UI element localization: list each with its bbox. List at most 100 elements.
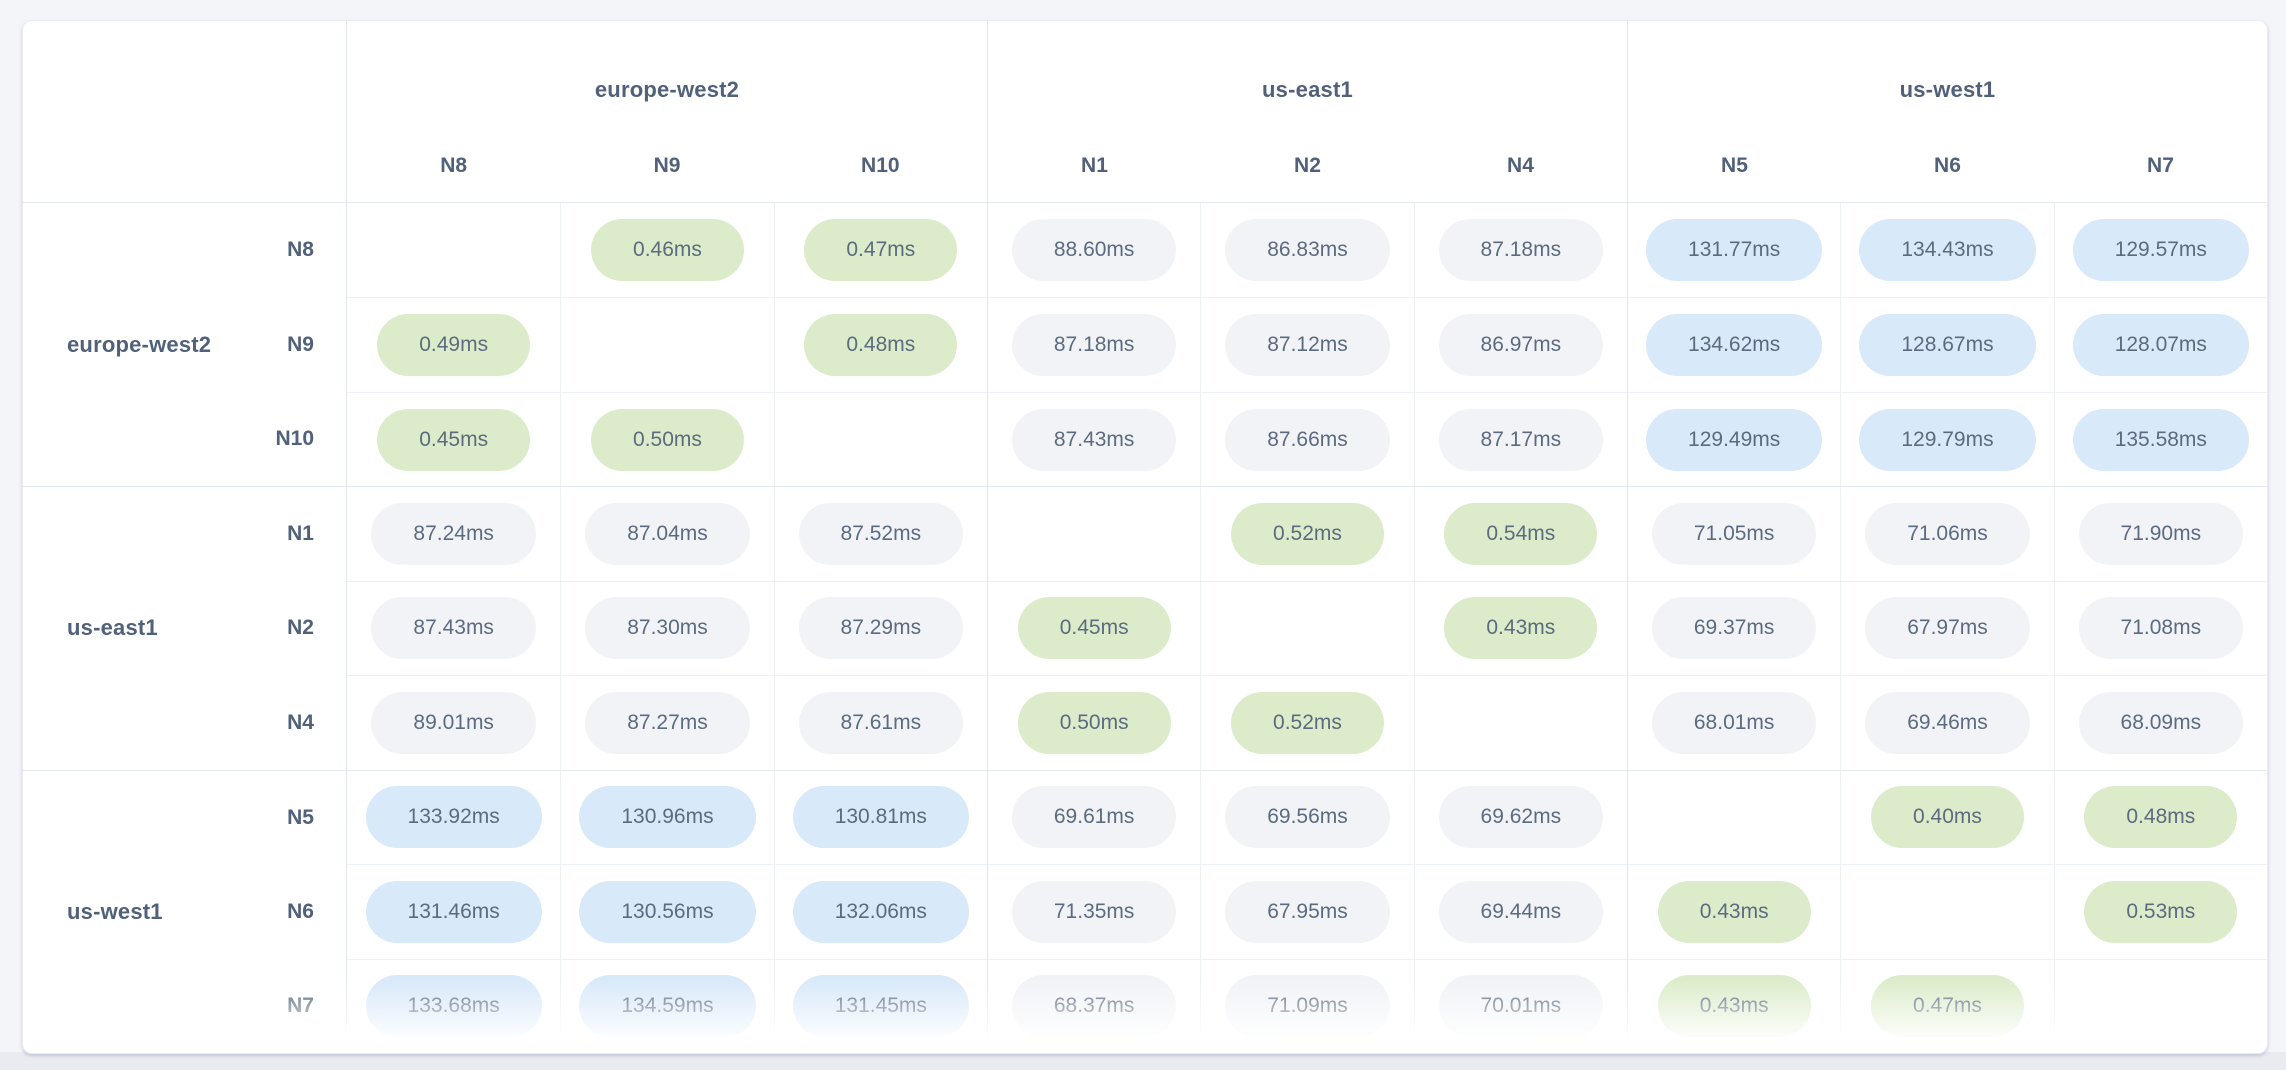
latency-pill[interactable]: 71.90ms (2078, 503, 2244, 566)
matrix-cell: 134.59ms (560, 958, 774, 1053)
latency-pill[interactable]: 71.05ms (1651, 503, 1817, 566)
latency-pill[interactable]: 69.46ms (1865, 691, 2030, 754)
latency-pill[interactable]: 87.24ms (371, 503, 536, 566)
latency-pill[interactable]: 0.43ms (1657, 880, 1811, 943)
matrix-cell: 68.37ms (986, 958, 1201, 1053)
latency-pill[interactable]: 87.12ms (1225, 314, 1390, 377)
latency-pill[interactable]: 0.49ms (377, 314, 531, 377)
latency-pill[interactable]: 0.47ms (804, 219, 958, 282)
latency-pill[interactable]: 135.58ms (2072, 408, 2249, 471)
latency-pill[interactable]: 0.52ms (1231, 503, 1384, 566)
latency-pill[interactable]: 134.43ms (1859, 219, 2036, 282)
latency-pill[interactable]: 133.92ms (365, 786, 542, 849)
latency-pill[interactable]: 0.43ms (1444, 597, 1598, 660)
latency-pill[interactable]: 69.37ms (1651, 597, 1817, 660)
latency-pill[interactable]: 134.62ms (1646, 314, 1823, 377)
latency-pill[interactable]: 87.30ms (585, 597, 750, 660)
latency-pill[interactable]: 71.35ms (1011, 880, 1177, 943)
column-header-node: N5 (1721, 154, 1748, 177)
latency-pill[interactable]: 87.18ms (1011, 314, 1177, 377)
matrix-cell: 87.12ms (1200, 297, 1414, 392)
latency-pill[interactable]: 0.45ms (1017, 597, 1171, 660)
latency-pill[interactable]: 0.53ms (2084, 880, 2238, 943)
latency-pill[interactable]: 87.29ms (798, 597, 964, 660)
latency-pill[interactable]: 134.59ms (579, 975, 756, 1038)
matrix-cell: 0.52ms (1200, 675, 1414, 770)
latency-pill[interactable]: 128.67ms (1859, 314, 2036, 377)
row-header-node: N1 (287, 522, 314, 546)
matrix-cell (1413, 675, 1627, 770)
latency-pill[interactable]: 0.48ms (804, 314, 958, 377)
latency-pill[interactable]: 88.60ms (1011, 219, 1177, 282)
latency-pill[interactable]: 130.96ms (579, 786, 756, 849)
matrix-cell: 132.06ms (773, 864, 987, 959)
matrix-cell: 87.43ms (986, 391, 1201, 487)
latency-pill[interactable]: 69.56ms (1225, 786, 1390, 849)
latency-pill[interactable]: 129.57ms (2072, 219, 2249, 282)
matrix-cell: 130.96ms (560, 769, 774, 865)
latency-pill[interactable]: 87.61ms (798, 691, 964, 754)
latency-pill[interactable]: 87.43ms (371, 597, 536, 660)
latency-pill[interactable]: 87.27ms (585, 691, 750, 754)
latency-pill[interactable]: 133.68ms (365, 975, 542, 1038)
matrix-cell: 68.01ms (1626, 675, 1841, 770)
latency-pill[interactable]: 0.46ms (591, 219, 744, 282)
matrix-cell: 0.49ms (347, 297, 561, 391)
latency-pill[interactable]: 131.77ms (1646, 219, 1823, 282)
latency-pill[interactable]: 128.07ms (2072, 314, 2249, 377)
matrix-cell: 88.60ms (986, 203, 1200, 298)
matrix-cell: 133.92ms (347, 769, 561, 864)
latency-pill[interactable]: 67.95ms (1225, 880, 1390, 943)
latency-pill[interactable]: 69.61ms (1011, 786, 1177, 849)
latency-pill[interactable]: 129.49ms (1646, 408, 1823, 471)
latency-pill[interactable]: 89.01ms (371, 691, 536, 754)
matrix-cell: 131.77ms (1626, 203, 1840, 298)
latency-pill[interactable]: 71.06ms (1865, 503, 2030, 566)
matrix-cell: 87.18ms (986, 297, 1201, 392)
latency-pill[interactable]: 0.43ms (1657, 975, 1811, 1038)
latency-pill[interactable]: 68.37ms (1011, 975, 1177, 1038)
latency-pill[interactable]: 67.97ms (1865, 597, 2030, 660)
latency-pill[interactable]: 87.52ms (798, 503, 964, 566)
latency-pill[interactable]: 129.79ms (1859, 408, 2036, 471)
latency-pill[interactable]: 0.50ms (591, 408, 744, 471)
latency-pill[interactable]: 87.04ms (585, 503, 750, 566)
latency-pill[interactable]: 0.50ms (1017, 691, 1171, 754)
latency-pill[interactable]: 130.81ms (792, 786, 969, 849)
row-group-region-label: us-west1 (67, 898, 163, 924)
latency-pill[interactable]: 69.62ms (1438, 786, 1604, 849)
column-header-node: N7 (2147, 154, 2174, 177)
latency-pill[interactable]: 86.83ms (1225, 219, 1390, 282)
latency-pill[interactable]: 130.56ms (579, 880, 756, 943)
latency-pill[interactable]: 71.08ms (2078, 597, 2244, 660)
latency-pill[interactable]: 87.18ms (1438, 219, 1604, 282)
latency-pill[interactable]: 68.01ms (1651, 691, 1817, 754)
latency-pill[interactable]: 69.44ms (1438, 880, 1604, 943)
matrix-cell (773, 391, 987, 487)
latency-pill[interactable]: 71.09ms (1225, 975, 1390, 1038)
column-group-header-us-west1: us-west1 N5 N6 N7 (1626, 21, 2267, 203)
latency-pill[interactable]: 131.45ms (792, 975, 969, 1038)
latency-pill[interactable]: 87.66ms (1225, 408, 1390, 471)
latency-pill[interactable]: 87.17ms (1438, 408, 1604, 471)
latency-pill[interactable]: 131.46ms (365, 880, 542, 943)
latency-pill[interactable]: 132.06ms (792, 880, 969, 943)
latency-pill[interactable]: 0.52ms (1231, 691, 1384, 754)
matrix-cell: 71.09ms (1200, 958, 1414, 1053)
latency-pill[interactable]: 87.43ms (1011, 408, 1177, 471)
matrix-cell: 0.48ms (2053, 769, 2267, 865)
latency-pill[interactable]: 68.09ms (2078, 691, 2244, 754)
matrix-cell (1626, 769, 1841, 865)
latency-pill[interactable]: 86.97ms (1438, 314, 1604, 377)
latency-pill[interactable]: 0.48ms (2084, 786, 2238, 849)
latency-pill[interactable]: 0.54ms (1444, 503, 1598, 566)
latency-pill[interactable]: 0.47ms (1871, 975, 2024, 1038)
latency-pill[interactable]: 70.01ms (1438, 975, 1604, 1038)
latency-pill[interactable]: 0.40ms (1871, 786, 2024, 849)
matrix-cell: 0.46ms (560, 203, 773, 298)
latency-matrix-grid: europe-west2 N8 N9 N10 us-east1 N1 N2 N4 us-west… (23, 21, 2267, 1053)
matrix-cell: 0.50ms (560, 391, 774, 487)
matrix-cell: 131.46ms (347, 864, 561, 958)
matrix-cell: 0.45ms (347, 391, 561, 486)
latency-pill[interactable]: 0.45ms (377, 408, 531, 471)
